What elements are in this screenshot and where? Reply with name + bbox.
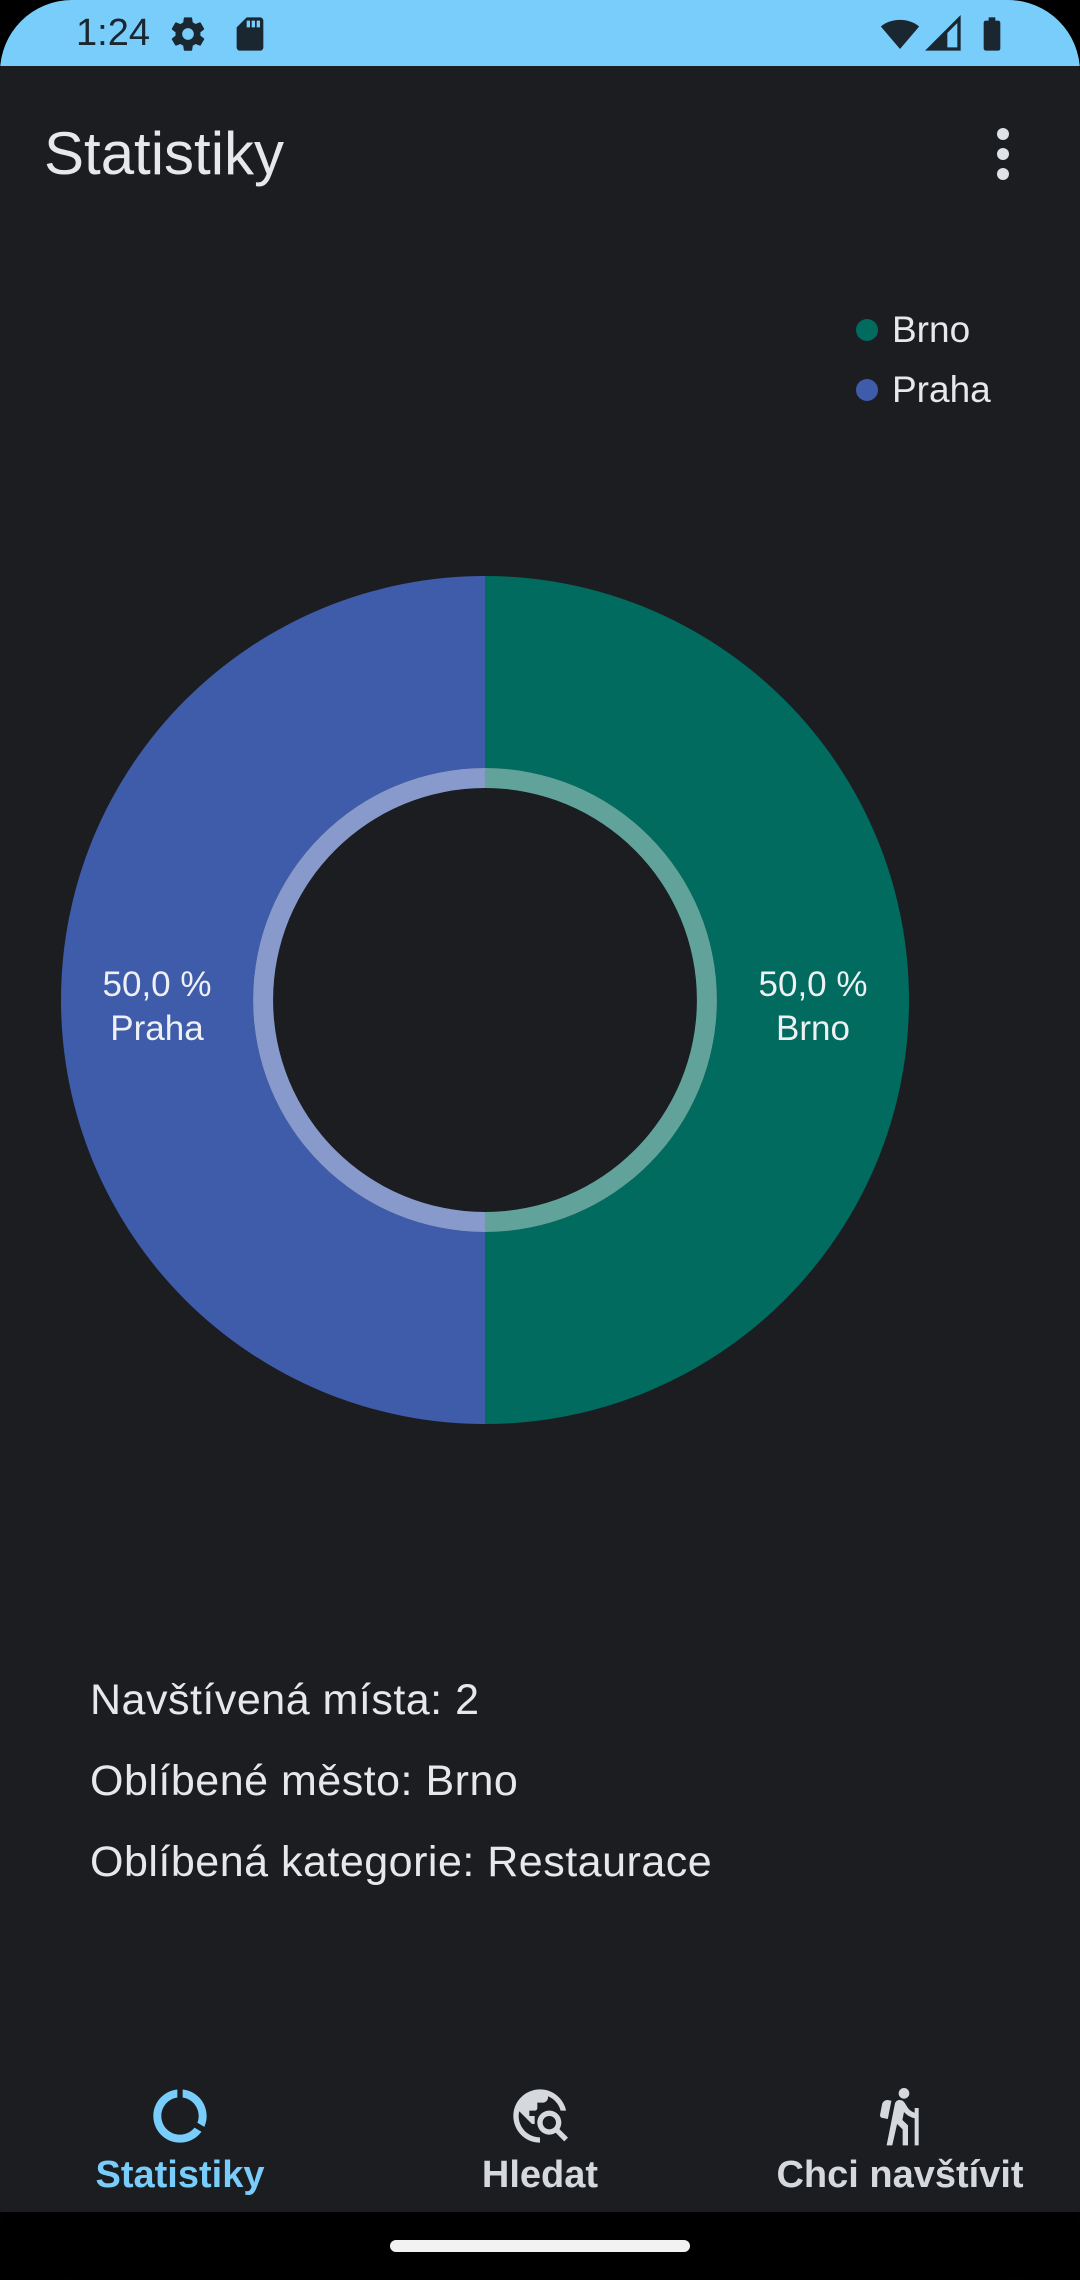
nav-label: Hledat [481,2154,599,2196]
nav-item-hledat[interactable]: Hledat [420,2060,660,2210]
pie-slice-brno[interactable] [485,576,909,1424]
status-bar: 1:24 [0,0,1080,66]
wifi-icon [880,14,920,54]
nav-item-statistiky[interactable]: Statistiky [60,2060,300,2210]
slice-percent-label: 50,0 % [103,965,212,1004]
sd-card-icon [230,14,270,54]
slice-percent-label: 50,0 % [759,965,868,1004]
page-title: Statistiky [44,120,285,187]
slice-name-label: Praha [110,1009,204,1048]
bottom-navigation: Statistiky Hledat Chci navštívit [0,2060,1080,2210]
legend-label: Brno [892,309,971,350]
legend-swatch-brno [856,319,878,341]
donut-chart-icon [153,2089,207,2143]
pie-slice-praha[interactable] [61,576,485,1424]
signal-icon [924,14,964,54]
donut-chart[interactable]: 50,0 % Brno 50,0 % Praha [0,540,1080,1460]
travel-explore-icon [513,2089,568,2143]
more-vert-icon [997,128,1009,180]
legend-item-praha: Praha [856,360,991,420]
favorite-city-text: Oblíbené město: Brno [90,1757,519,1805]
hiking-icon [880,2088,919,2146]
nav-label: Statistiky [95,2154,265,2196]
home-indicator[interactable] [390,2240,690,2252]
battery-icon [972,14,1012,54]
nav-item-chci-navstivit[interactable]: Chci navštívit [760,2060,1040,2210]
legend-item-brno: Brno [856,300,991,360]
status-time: 1:24 [76,12,150,54]
chart-legend: Brno Praha [856,300,991,420]
more-options-button[interactable] [968,118,1038,190]
favorite-category-text: Oblíbená kategorie: Restaurace [90,1838,713,1886]
nav-label: Chci navštívit [776,2154,1024,2196]
legend-swatch-praha [856,379,878,401]
legend-label: Praha [892,369,991,410]
stats-summary: Navštívená místa: 2 Oblíbené město: Brno… [90,1660,712,1903]
slice-name-label: Brno [776,1009,850,1048]
settings-icon [168,14,208,54]
visited-places-text: Navštívená místa: 2 [90,1676,480,1724]
